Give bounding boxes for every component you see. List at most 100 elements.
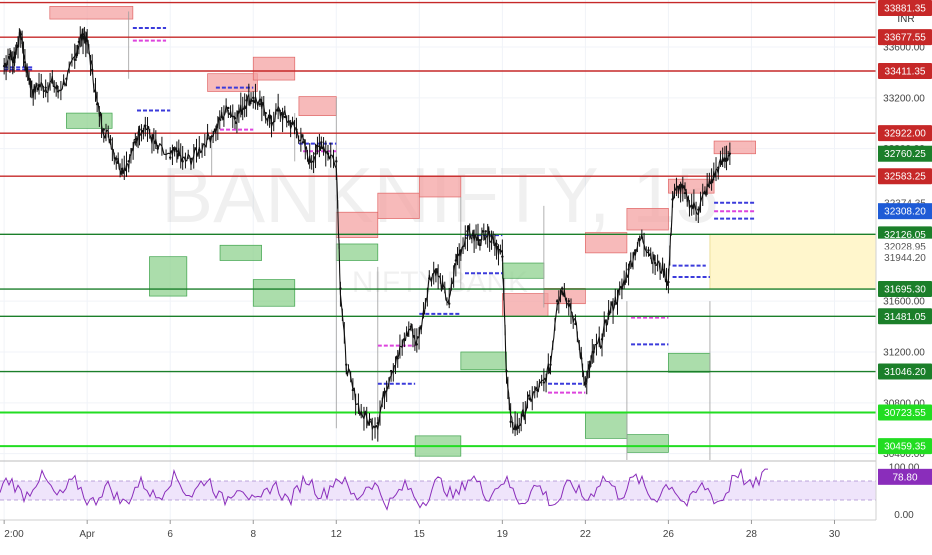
resistance-zone bbox=[298, 96, 337, 116]
price-point bbox=[505, 369, 508, 373]
price-point bbox=[233, 116, 237, 120]
price-point bbox=[428, 277, 431, 280]
price-axis[interactable]: INR 33600.0033200.0032800.0031600.003120… bbox=[875, 0, 932, 550]
price-point bbox=[73, 58, 76, 61]
price-point bbox=[144, 124, 147, 128]
rsi-value-bg bbox=[878, 468, 932, 485]
price-point bbox=[567, 299, 570, 303]
price-point bbox=[555, 299, 559, 303]
level-label-bg bbox=[878, 363, 932, 380]
support-zone bbox=[252, 279, 296, 307]
price-tick-label: 31200.00 bbox=[883, 347, 925, 358]
price-label: 32028.95 bbox=[884, 242, 926, 253]
price-point bbox=[326, 152, 330, 155]
time-tick-label: 2:00 bbox=[4, 529, 24, 540]
price-point bbox=[710, 179, 713, 182]
price-point bbox=[308, 160, 311, 163]
level-label-bg bbox=[878, 29, 932, 46]
price-point bbox=[239, 109, 242, 112]
time-tick-label: 28 bbox=[746, 529, 758, 540]
price-point bbox=[120, 167, 124, 171]
price-point bbox=[472, 236, 476, 239]
time-tick-label: 30 bbox=[829, 529, 841, 540]
price-point bbox=[697, 208, 700, 211]
price-point bbox=[509, 420, 512, 424]
price-point bbox=[32, 90, 35, 93]
price-point bbox=[19, 33, 22, 36]
price-point bbox=[56, 90, 60, 93]
level-label-bg bbox=[878, 125, 932, 142]
price-point bbox=[351, 388, 355, 392]
level-label-bg bbox=[878, 226, 932, 243]
price-point bbox=[12, 61, 16, 64]
price-point bbox=[2, 64, 6, 68]
price-point bbox=[90, 68, 94, 72]
price-point bbox=[245, 99, 248, 102]
price-point bbox=[627, 268, 630, 271]
price-point bbox=[592, 350, 595, 354]
price-point bbox=[77, 40, 81, 44]
price-point bbox=[521, 414, 525, 417]
support-zone bbox=[502, 262, 545, 279]
price-point bbox=[214, 128, 218, 131]
price-point bbox=[270, 122, 273, 125]
resistance-zone bbox=[377, 192, 420, 219]
price-point bbox=[620, 287, 624, 290]
price-point bbox=[276, 109, 280, 112]
price-tick-label: 30400.00 bbox=[883, 449, 925, 460]
price-point bbox=[206, 137, 209, 140]
price-point bbox=[15, 45, 18, 49]
resistance-zone bbox=[626, 208, 669, 231]
level-label-bg bbox=[878, 281, 932, 298]
price-label-bg bbox=[878, 203, 932, 220]
level-label: 31481.05 bbox=[884, 312, 926, 323]
rsi-line bbox=[0, 468, 768, 511]
price-point bbox=[560, 287, 564, 290]
level-label: 31695.30 bbox=[884, 285, 926, 296]
price-point bbox=[109, 138, 112, 141]
price-point bbox=[501, 255, 504, 258]
time-axis[interactable]: 2:00 Apr 6 8 12 15 19 22 26 28 30 bbox=[0, 519, 876, 540]
price-point bbox=[490, 235, 493, 238]
price-point bbox=[723, 157, 727, 161]
price-point bbox=[115, 157, 118, 161]
price-point bbox=[134, 141, 137, 144]
level-label: 31046.20 bbox=[884, 367, 926, 378]
level-label: 33881.35 bbox=[884, 4, 926, 15]
level-label-bg bbox=[878, 438, 932, 455]
price-point bbox=[466, 230, 469, 233]
price-point bbox=[220, 115, 223, 119]
price-point bbox=[396, 357, 399, 360]
price-point bbox=[516, 427, 519, 430]
price-tick-label: 31600.00 bbox=[883, 297, 925, 308]
support-zone bbox=[219, 244, 262, 261]
price-point bbox=[653, 261, 657, 265]
price-point bbox=[584, 382, 587, 385]
resistance-zone bbox=[585, 232, 628, 254]
price-point bbox=[95, 102, 99, 106]
price-point bbox=[478, 238, 482, 242]
support-zone bbox=[149, 256, 188, 297]
price-point bbox=[150, 137, 154, 140]
price-point bbox=[320, 141, 323, 144]
price-point bbox=[37, 83, 41, 87]
support-zone bbox=[585, 412, 628, 439]
level-label-bg bbox=[878, 0, 932, 16]
price-point bbox=[23, 61, 27, 64]
price-point bbox=[175, 150, 179, 153]
price-axis-background bbox=[876, 0, 932, 550]
price-point bbox=[181, 160, 184, 163]
price-label-bg bbox=[878, 145, 932, 162]
support-zone bbox=[335, 243, 379, 261]
price-point bbox=[345, 363, 348, 366]
price-point bbox=[314, 152, 317, 155]
support-zone bbox=[668, 352, 711, 373]
price-line bbox=[3, 28, 731, 431]
price-point bbox=[588, 366, 591, 369]
price-point bbox=[289, 122, 292, 125]
level-label: 30459.35 bbox=[884, 442, 926, 453]
time-tick-label: 19 bbox=[497, 529, 509, 540]
rsi-tick-label: 100.00 bbox=[889, 462, 920, 473]
